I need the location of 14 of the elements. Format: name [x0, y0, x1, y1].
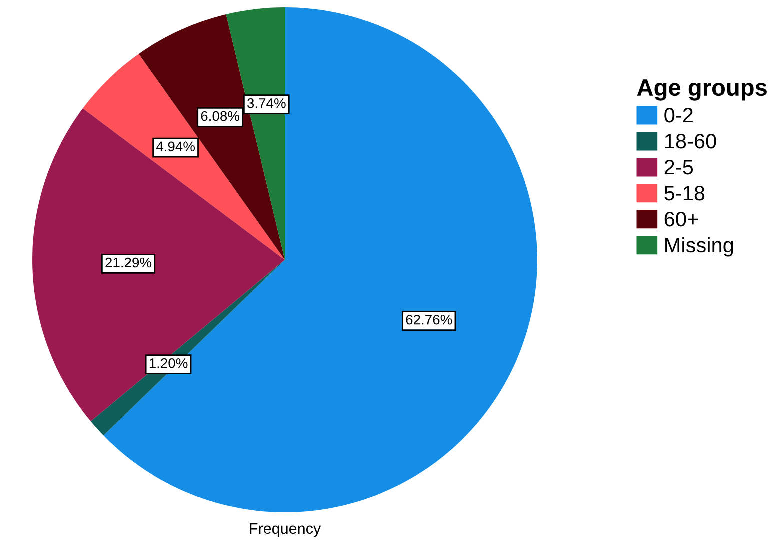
legend-label: 60+	[664, 212, 698, 227]
data-label: 1.20%	[150, 358, 188, 368]
legend-label: 5-18	[664, 186, 705, 201]
legend-label: 18-60	[665, 134, 716, 149]
data-label: 6.08%	[201, 111, 240, 122]
data-label: 4.94%	[156, 142, 195, 152]
data-label: 3.74%	[247, 98, 286, 108]
text: Frequency	[250, 523, 322, 538]
legend-label: 0-2	[664, 108, 693, 123]
data-label: 21.29%	[106, 258, 152, 268]
legend-label: 2-5	[664, 160, 694, 175]
data-label: 62.76%	[406, 314, 452, 325]
legend-title: Age groups	[637, 80, 767, 101]
legend-label: Missing	[666, 237, 734, 257]
